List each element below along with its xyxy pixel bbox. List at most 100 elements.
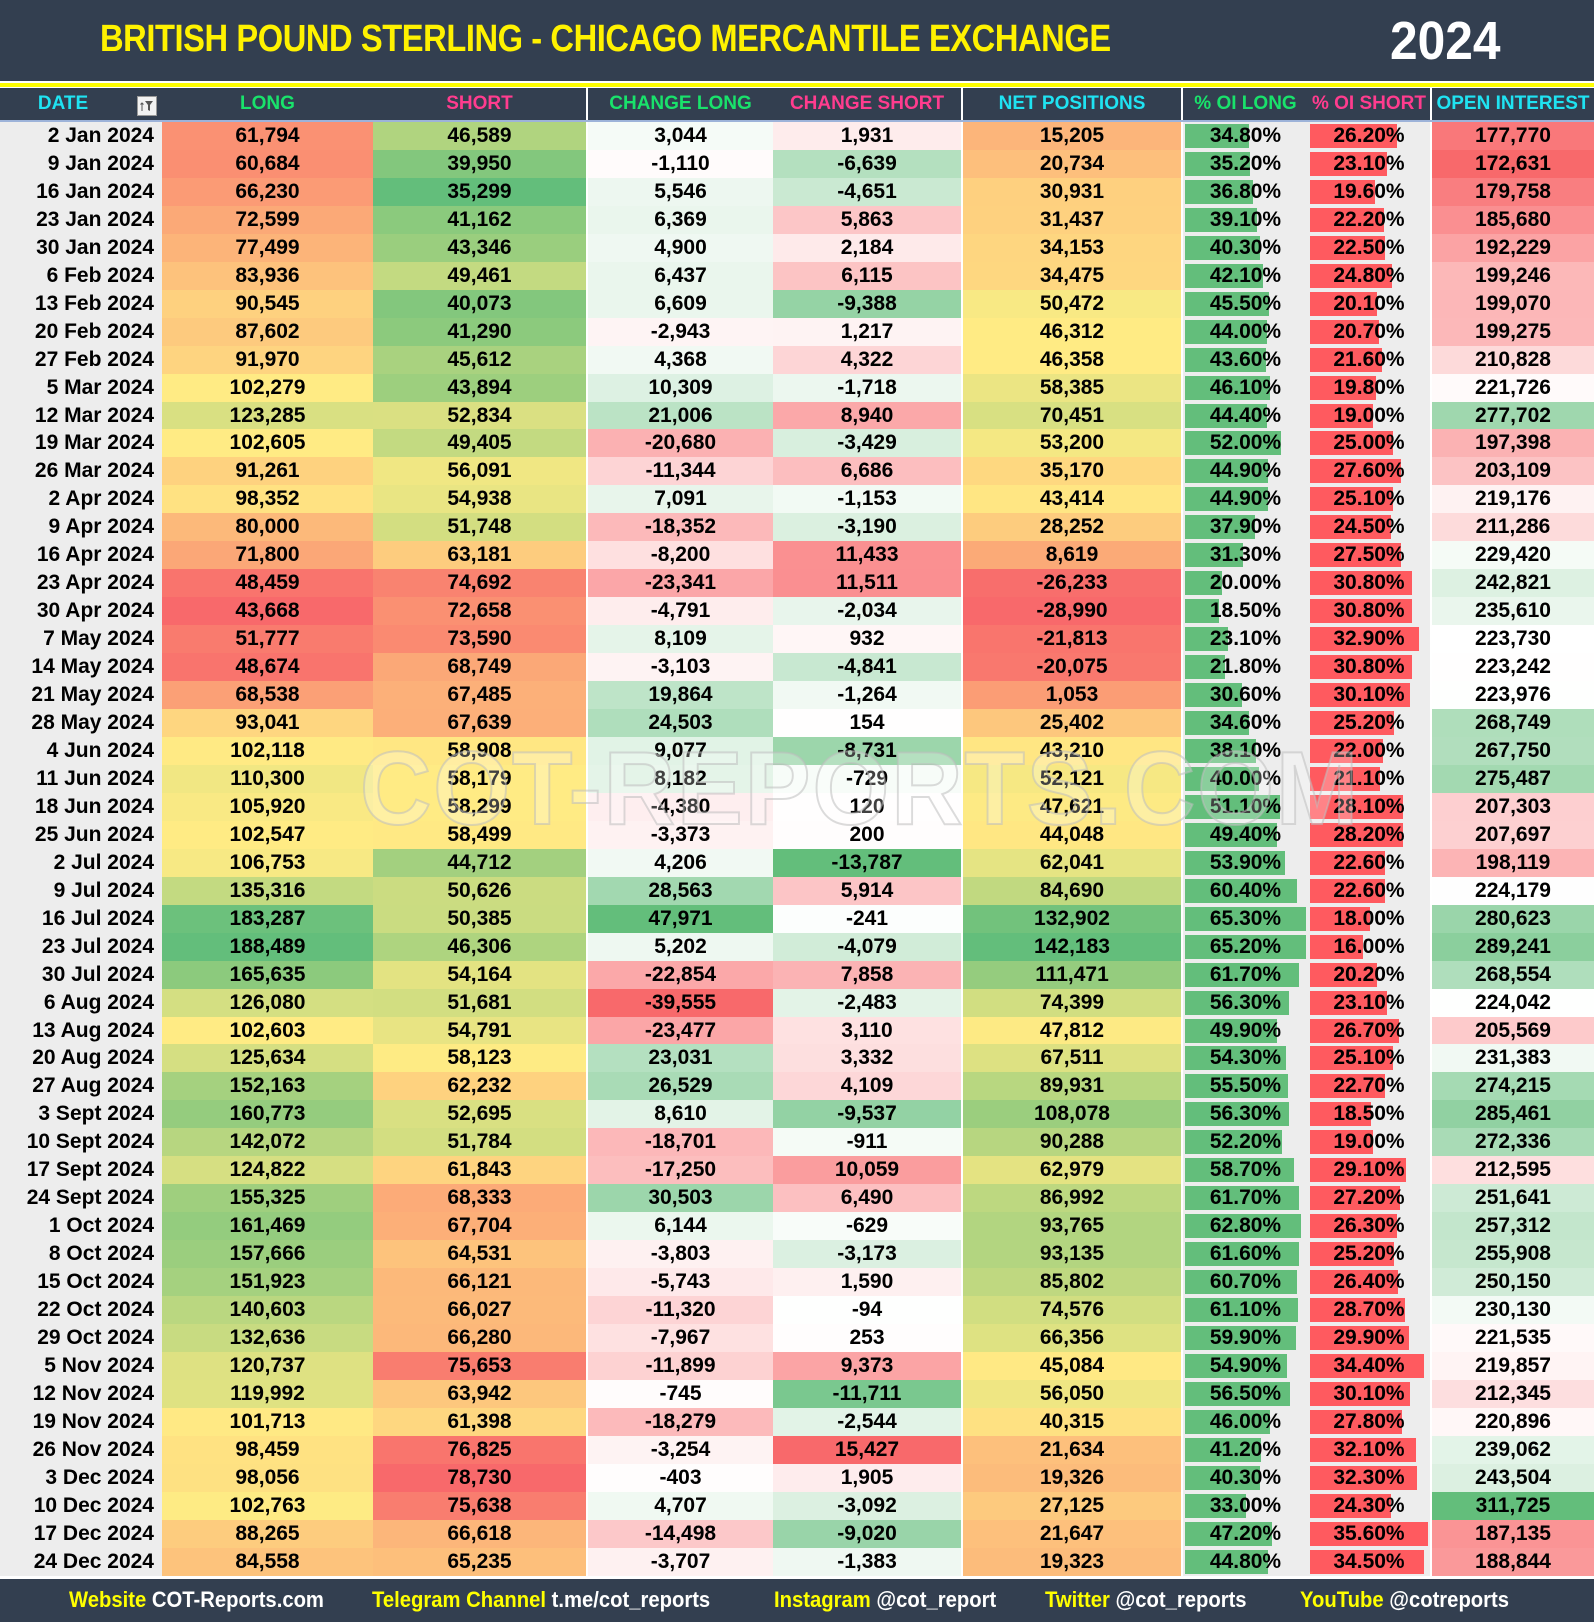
footer-link-instagram[interactable]: Instagram @cot_report xyxy=(774,1587,996,1613)
cell-pct-oi-long: 40.30% xyxy=(1181,1463,1308,1492)
cell-pct-oi-short: 27.80% xyxy=(1308,1407,1430,1436)
report-year: 2024 xyxy=(1390,11,1501,71)
cell-open-interest: 199,070 xyxy=(1430,289,1594,318)
cell-pct-oi-short: 27.20% xyxy=(1308,1184,1430,1213)
cell-value: 21.80% xyxy=(1209,655,1282,679)
cell-value: 29.90% xyxy=(1333,1325,1405,1349)
pct-oi-short-data-bar xyxy=(1310,1214,1398,1239)
cell-short: 58,179 xyxy=(373,764,586,793)
pct-oi-long-data-bar xyxy=(1185,1130,1282,1155)
table-row: 6 Aug 2024 126,080 51,681 -39,555 -2,483 74,3… xyxy=(0,988,1594,1017)
cell-open-interest: 224,042 xyxy=(1430,988,1594,1017)
cell-net-positions: 52,121 xyxy=(961,764,1181,793)
cell-open-interest: 207,697 xyxy=(1430,820,1594,849)
pct-oi-short-data-bar xyxy=(1310,291,1377,316)
cell-pct-oi-long: 21.80% xyxy=(1181,653,1308,682)
pct-oi-short-data-bar xyxy=(1310,683,1410,708)
cell-change-long: 23,031 xyxy=(586,1044,773,1073)
pct-oi-short-data-bar xyxy=(1310,1325,1410,1350)
cell-date: 12 Nov 2024 xyxy=(0,1379,162,1408)
cell-pct-oi-long: 56.50% xyxy=(1181,1379,1308,1408)
cell-value: 29.10% xyxy=(1333,1158,1405,1182)
cell-short: 64,531 xyxy=(373,1240,586,1269)
cell-long: 135,316 xyxy=(162,876,373,905)
cell-short: 41,162 xyxy=(373,205,586,234)
cell-change-short: 932 xyxy=(773,625,961,654)
cell-change-short: -729 xyxy=(773,764,961,793)
cell-change-short: 4,322 xyxy=(773,345,961,374)
cell-value: 30.60% xyxy=(1209,683,1282,707)
cell-change-long: -3,103 xyxy=(586,653,773,682)
cell-net-positions: -21,813 xyxy=(961,625,1181,654)
table-row: 29 Oct 2024 132,636 66,280 -7,967 253 66,356 5… xyxy=(0,1323,1594,1352)
table-row: 20 Feb 2024 87,602 41,290 -2,943 1,217 46,312… xyxy=(0,317,1594,346)
cell-change-short: -9,388 xyxy=(773,289,961,318)
cell-value: 58.70% xyxy=(1209,1158,1282,1182)
column-header-open-interest: OPEN INTEREST xyxy=(1430,88,1594,120)
cell-net-positions: 74,399 xyxy=(961,988,1181,1017)
cell-value: 44.00% xyxy=(1209,319,1282,343)
cell-short: 68,333 xyxy=(373,1184,586,1213)
cell-net-positions: 46,312 xyxy=(961,317,1181,346)
cell-value: 53.90% xyxy=(1209,850,1282,874)
cell-open-interest: 257,312 xyxy=(1430,1212,1594,1241)
cell-net-positions: 35,170 xyxy=(961,457,1181,486)
cell-pct-oi-short: 28.70% xyxy=(1308,1296,1430,1324)
pct-oi-short-data-bar xyxy=(1310,207,1384,232)
footer-link-telegram-channel[interactable]: Telegram Channel t.me/cot_reports xyxy=(372,1587,710,1613)
cell-short: 54,791 xyxy=(373,1016,586,1045)
footer-link-twitter[interactable]: Twitter @cot_reports xyxy=(1045,1587,1247,1613)
cell-open-interest: 219,857 xyxy=(1430,1351,1594,1380)
cell-value: 61.70% xyxy=(1209,1186,1282,1210)
column-header-long: LONG xyxy=(162,88,373,120)
cell-date: 5 Mar 2024 xyxy=(0,373,162,402)
filter-sort-icon[interactable] xyxy=(137,96,157,116)
cell-long: 90,545 xyxy=(162,289,373,318)
pct-oi-short-data-bar xyxy=(1310,794,1404,819)
cell-long: 183,287 xyxy=(162,904,373,933)
cell-long: 93,041 xyxy=(162,709,373,737)
column-header-label: % OI SHORT xyxy=(1311,93,1426,114)
pct-oi-short-data-bar xyxy=(1310,850,1385,875)
footer-link-youtube[interactable]: YouTube @cotreports xyxy=(1300,1587,1509,1613)
cell-value: 18.50% xyxy=(1209,599,1282,623)
cell-date: 8 Oct 2024 xyxy=(0,1240,162,1269)
cell-short: 67,485 xyxy=(373,681,586,710)
cell-value: 22.00% xyxy=(1333,738,1405,762)
cell-change-short: -11,711 xyxy=(773,1379,961,1408)
cell-date: 12 Mar 2024 xyxy=(0,401,162,430)
cell-short: 67,639 xyxy=(373,709,586,737)
cell-value: 19.00% xyxy=(1333,403,1405,427)
cell-pct-oi-long: 65.30% xyxy=(1181,904,1308,933)
cell-pct-oi-long: 45.50% xyxy=(1181,289,1308,318)
cell-change-long: 4,707 xyxy=(586,1491,773,1520)
cell-long: 152,163 xyxy=(162,1072,373,1101)
footer-link-website[interactable]: Website COT-Reports.com xyxy=(69,1587,324,1613)
cell-change-long: -23,477 xyxy=(586,1016,773,1045)
cell-pct-oi-long: 39.10% xyxy=(1181,205,1308,234)
pct-oi-long-data-bar xyxy=(1185,179,1254,204)
cell-date: 13 Aug 2024 xyxy=(0,1016,162,1045)
column-header-date[interactable]: DATE xyxy=(0,88,162,120)
cell-change-short: 11,511 xyxy=(773,569,961,598)
cell-net-positions: 53,200 xyxy=(961,429,1181,458)
cell-open-interest: 255,908 xyxy=(1430,1240,1594,1269)
cell-change-short: -1,383 xyxy=(773,1547,961,1576)
cell-value: 35.60% xyxy=(1333,1521,1405,1545)
cell-short: 58,299 xyxy=(373,792,586,821)
table-row: 9 Apr 2024 80,000 51,748 -18,352 -3,190 28,25… xyxy=(0,513,1594,542)
table-row: 23 Jul 2024 188,489 46,306 5,202 -4,079 142,1… xyxy=(0,932,1594,961)
cell-change-long: -11,320 xyxy=(586,1296,773,1324)
title-divider xyxy=(0,83,1594,87)
table-row: 16 Jul 2024 183,287 50,385 47,971 -241 132,90… xyxy=(0,904,1594,933)
cell-pct-oi-short: 29.90% xyxy=(1308,1323,1430,1352)
cell-pct-oi-long: 49.90% xyxy=(1181,1016,1308,1045)
table-row: 13 Aug 2024 102,603 54,791 -23,477 3,110 47,8… xyxy=(0,1016,1594,1045)
table-row: 17 Sept 2024 124,822 61,843 -17,250 10,059 62… xyxy=(0,1156,1594,1185)
cell-date: 29 Oct 2024 xyxy=(0,1323,162,1352)
pct-oi-short-data-bar xyxy=(1310,487,1394,512)
cell-pct-oi-short: 24.50% xyxy=(1308,513,1430,542)
cell-value: 34.50% xyxy=(1333,1549,1405,1573)
cell-value: 24.30% xyxy=(1333,1493,1405,1517)
pct-oi-long-data-bar xyxy=(1185,235,1260,260)
